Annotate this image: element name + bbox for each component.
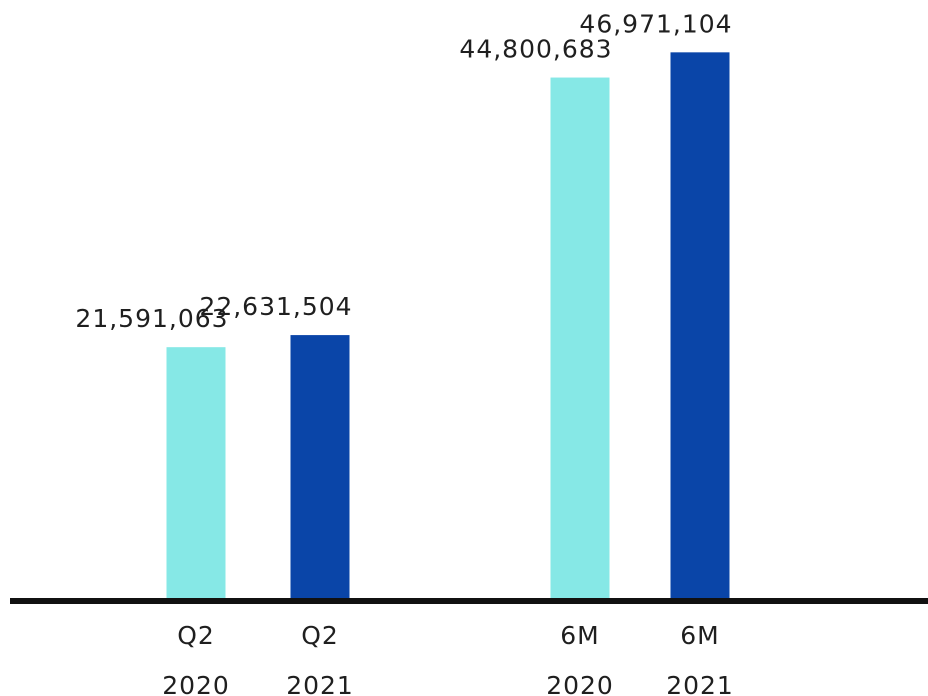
bar-1 <box>290 335 350 598</box>
bar-3 <box>670 52 730 598</box>
category-label-2-line-1: 2020 <box>546 671 614 696</box>
value-label-0: 21,591,063 <box>75 304 228 333</box>
category-label-0-line-0: Q2 <box>177 621 215 650</box>
value-label-1: 22,631,504 <box>199 292 352 321</box>
category-labels-group: Q2 2020 Q2 2021 6M 2020 6M 2021 <box>162 621 734 696</box>
value-label-3: 46,971,104 <box>579 9 732 38</box>
value-label-2: 44,800,683 <box>459 35 612 64</box>
category-label-3-line-1: 2021 <box>666 671 734 696</box>
bar-0 <box>166 347 226 598</box>
category-label-1-line-0: Q2 <box>301 621 339 650</box>
category-label-1-line-1: 2021 <box>286 671 354 696</box>
category-label-0-line-1: 2020 <box>162 671 230 696</box>
category-label-3-line-0: 6M <box>680 621 719 650</box>
bars-group <box>166 52 730 599</box>
bar-2 <box>550 77 610 599</box>
category-label-2-line-0: 6M <box>560 621 599 650</box>
